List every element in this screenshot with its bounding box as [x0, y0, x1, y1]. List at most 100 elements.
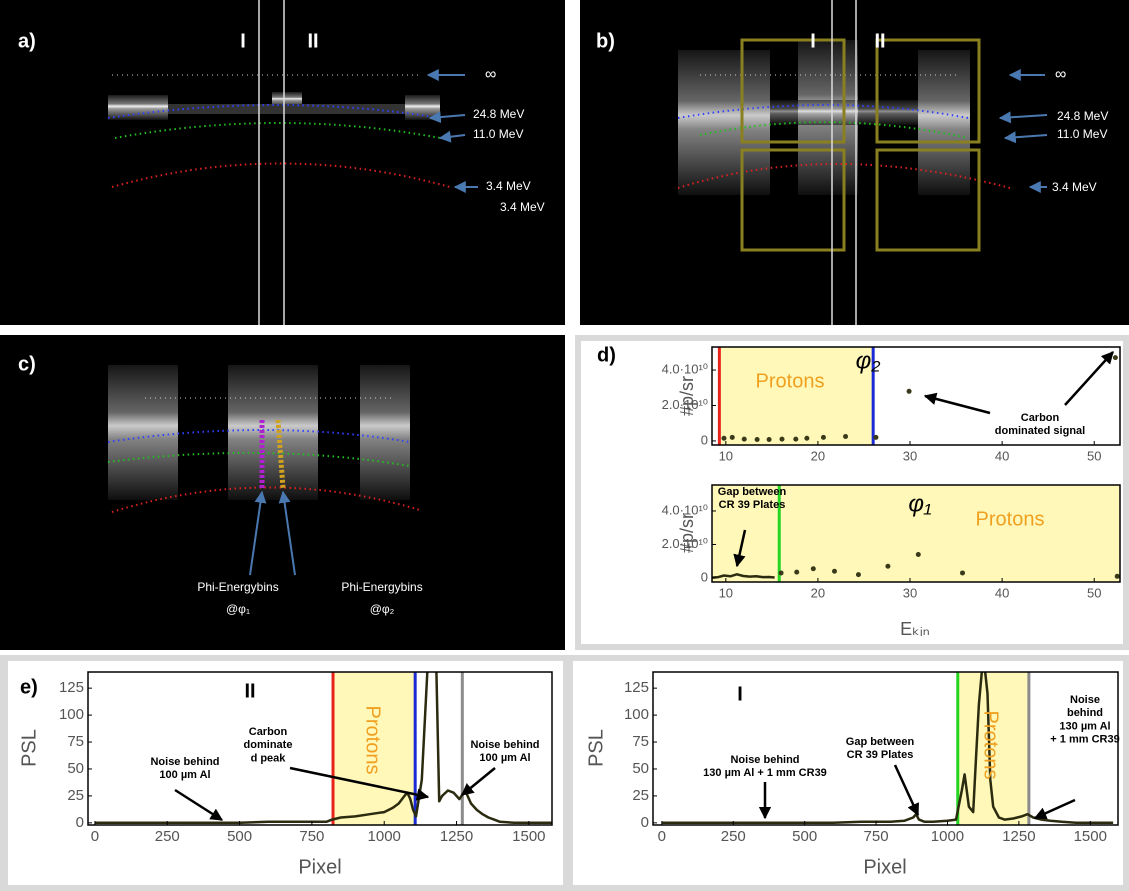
annotation-arrow — [1064, 351, 1114, 406]
arrow — [249, 490, 267, 576]
y-tick-label: 0 — [701, 569, 708, 584]
annotation: dominate — [244, 739, 293, 751]
bin-label: @φ₁ — [226, 602, 250, 616]
y-tick-label: 0 — [641, 814, 649, 831]
arrow — [438, 130, 466, 143]
plot-area — [661, 672, 1114, 825]
data-line — [661, 672, 1114, 825]
image-bg — [0, 0, 565, 325]
x-tick-label: 1250 — [1002, 828, 1035, 845]
image-strip — [272, 92, 302, 107]
x-tick-label: 50 — [1087, 585, 1101, 600]
x-tick-label: 750 — [299, 828, 324, 845]
image-strip — [678, 50, 770, 195]
annotation-arrow — [733, 529, 747, 568]
annotation: II — [244, 680, 255, 702]
annotation: Protons — [756, 370, 825, 392]
data-point — [915, 552, 921, 558]
image-strip — [360, 365, 410, 500]
data-point — [741, 436, 747, 442]
data-point — [766, 437, 772, 443]
annotation: Noise behind — [150, 756, 219, 768]
y-tick-label: 4.0·10¹⁰ — [662, 502, 708, 517]
x-tick-label: 250 — [721, 828, 746, 845]
x-tick-label: 250 — [155, 828, 180, 845]
annotation: 100 µm Al — [159, 769, 210, 781]
annotation: φ₁ — [908, 490, 931, 517]
panel-e-inner — [573, 661, 1123, 885]
data-point — [1112, 355, 1118, 361]
annotation-arrow — [289, 766, 430, 801]
annotation-arrow — [923, 392, 991, 415]
annotation: φ₂ — [856, 347, 881, 374]
annotation: CR 39 Plates — [847, 749, 914, 761]
x-tick-label: 1500 — [1074, 828, 1107, 845]
column-label: II — [874, 30, 885, 52]
annotation-arrow — [893, 764, 920, 817]
x-tick-label: 30 — [903, 585, 917, 600]
energy-label: ∞ — [485, 66, 496, 83]
plot-area — [94, 672, 552, 825]
x-axis-label: Pixel — [863, 856, 906, 878]
annotation: 130 µm Al — [1059, 720, 1110, 732]
x-tick-label: 30 — [903, 448, 917, 463]
bin-label: Phi-Energybins — [341, 580, 422, 594]
energy-label: 24.8 MeV — [473, 107, 524, 121]
panel-label: b) — [596, 30, 615, 52]
energy-label: 3.4 MeV — [486, 179, 531, 193]
energy-curve — [107, 429, 411, 443]
data-point — [794, 569, 800, 575]
annotation: 100 µm Al — [479, 752, 530, 764]
annotation: d peak — [251, 752, 287, 764]
arrow — [998, 111, 1048, 124]
y-tick-label: 125 — [59, 679, 84, 696]
y-tick-label: 2.0·10¹⁰ — [662, 397, 708, 412]
energy-label: 11.0 MeV — [473, 127, 523, 141]
y-tick-label: 0 — [76, 814, 84, 831]
data-line — [712, 573, 775, 579]
image-strip — [108, 365, 178, 500]
data-point — [793, 436, 799, 442]
annotation: dominated signal — [995, 425, 1085, 437]
roi-box — [875, 148, 981, 252]
data-point — [729, 434, 735, 440]
annotation: CR 39 Plates — [719, 499, 786, 511]
annotation-arrow — [1033, 798, 1076, 820]
annotation: Protons — [362, 706, 384, 775]
plot-area — [717, 347, 1118, 445]
energy-curve — [111, 486, 421, 513]
column-label: II — [307, 30, 318, 52]
data-point — [820, 434, 826, 440]
x-tick-label: 750 — [864, 828, 889, 845]
roi-box — [740, 148, 846, 252]
energy-curve — [111, 162, 451, 188]
y-axis-label: PSL — [585, 729, 607, 767]
plot-frame — [711, 346, 1121, 446]
bin-label: @φ₂ — [370, 602, 395, 616]
plot-area — [712, 485, 1120, 582]
annotation: Protons — [976, 508, 1045, 530]
energy-label: 11.0 MeV — [1057, 127, 1107, 141]
y-tick-label: 75 — [632, 733, 649, 750]
plot-frame — [652, 671, 1119, 826]
y-tick-label: 50 — [67, 760, 84, 777]
column-label: I — [810, 30, 816, 52]
y-tick-label: 75 — [67, 733, 84, 750]
panel-label: e) — [20, 676, 38, 698]
energy-curve — [107, 104, 441, 119]
annotation: Noise behind — [470, 739, 539, 751]
image-strip — [228, 365, 318, 500]
panel-e-inner — [8, 661, 563, 885]
x-tick-label: 0 — [91, 828, 99, 845]
data-point — [1114, 573, 1120, 579]
x-tick-label: 40 — [995, 448, 1009, 463]
annotation-arrow — [461, 767, 496, 796]
data-point — [960, 570, 966, 576]
roi-box — [875, 38, 981, 144]
energy-label: 24.8 MeV — [1057, 109, 1108, 123]
data-point — [843, 433, 849, 439]
y-tick-label: 4.0·10¹⁰ — [662, 361, 708, 376]
x-tick-label: 1500 — [512, 828, 545, 845]
x-tick-label: 10 — [719, 585, 733, 600]
